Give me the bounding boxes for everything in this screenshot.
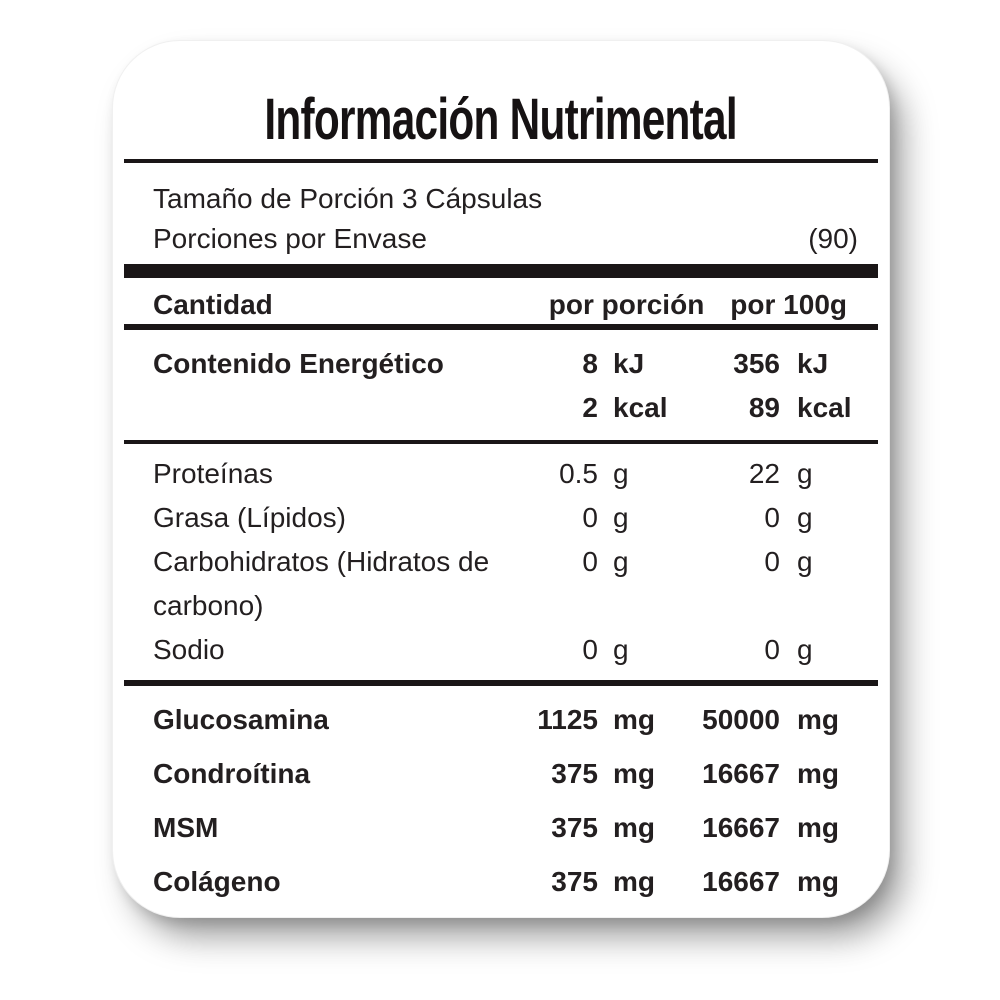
column-header-row: Cantidad por porción por 100g	[124, 286, 878, 324]
per-serving-value: 375	[551, 758, 598, 789]
table-row-carbohydrates: Carbohidratos (Hidratos de carbono) 0 g …	[153, 540, 858, 628]
per-100g-value: 0	[764, 546, 780, 577]
serving-size-text: Tamaño de Porción 3 Cápsulas	[153, 183, 543, 214]
nutrient-name: Colágeno	[153, 866, 281, 897]
table-row-sodium: Sodio 0 g 0 g	[153, 628, 858, 672]
per-serving-unit: mg	[613, 866, 655, 897]
table-row-energy-kcal: 2 kcal 89 kcal	[153, 386, 858, 430]
per-100g-unit: mg	[797, 812, 839, 843]
per-100g-value: 89	[748, 392, 780, 423]
per-100g-unit: mg	[797, 758, 839, 789]
table-row-fat: Grasa (Lípidos) 0 g 0 g	[153, 496, 858, 540]
per-serving-unit: kcal	[613, 392, 668, 423]
per-100g-unit: kJ	[797, 348, 829, 379]
nutrition-label-card: Información Nutrimental Tamaño de Porció…	[112, 40, 890, 918]
table-row-glucosamine: Glucosamina 1125 mg 50000 mg	[153, 700, 858, 740]
per-serving-value: 0	[582, 546, 598, 577]
per-100g-value: 0	[764, 634, 780, 665]
per-100g-unit: mg	[797, 704, 839, 735]
servings-per-container-value: (90)	[808, 223, 858, 254]
per-100g-unit: g	[797, 634, 813, 665]
per-serving-unit: mg	[613, 758, 655, 789]
per-100g-value: 0	[764, 502, 780, 533]
column-header-per-100g: por 100g	[730, 289, 847, 320]
per-serving-value: 8	[582, 348, 598, 379]
table-row-collagen: Colágeno 375 mg 16667 mg	[153, 862, 858, 902]
nutrient-name: Contenido Energético	[153, 348, 444, 379]
per-100g-unit: g	[797, 458, 813, 489]
label-title-text: Información Nutrimental	[264, 87, 738, 152]
divider-under-nutrients	[124, 680, 878, 686]
nutrient-name: Proteínas	[153, 458, 273, 489]
serving-size-row: Tamaño de Porción 3 Cápsulas	[153, 179, 858, 219]
serving-info-section: Tamaño de Porción 3 Cápsulas Porciones p…	[124, 179, 878, 259]
nutrient-name: Carbohidratos (Hidratos de carbono)	[153, 546, 490, 621]
nutrient-name: Sodio	[153, 634, 225, 665]
label-title: Información Nutrimental	[124, 89, 878, 151]
table-row-msm: MSM 375 mg 16667 mg	[153, 808, 858, 848]
per-serving-unit: mg	[613, 812, 655, 843]
energy-section: Contenido Energético 8 kJ 356 kJ 2 kcal …	[124, 342, 878, 430]
per-100g-unit: mg	[797, 866, 839, 897]
per-serving-unit: g	[613, 502, 629, 533]
per-serving-value: 1125	[537, 704, 598, 735]
thick-divider-bar	[124, 264, 878, 278]
nutrient-name: MSM	[153, 812, 219, 843]
divider-under-header	[124, 324, 878, 330]
per-serving-unit: g	[613, 546, 629, 577]
servings-per-container-label: Porciones por Envase	[153, 223, 427, 254]
nutrients-section: Proteínas 0.5 g 22 g Grasa (Lípidos) 0 g…	[124, 452, 878, 672]
per-100g-unit: g	[797, 546, 813, 577]
column-header-amount: Cantidad	[153, 289, 273, 320]
divider-under-title	[124, 159, 878, 163]
per-100g-value: 16667	[702, 866, 780, 897]
per-serving-unit: g	[613, 458, 629, 489]
per-serving-value: 0	[582, 634, 598, 665]
table-row-energy-kj: Contenido Energético 8 kJ 356 kJ	[153, 342, 858, 386]
table-row-proteins: Proteínas 0.5 g 22 g	[153, 452, 858, 496]
per-100g-unit: kcal	[797, 392, 852, 423]
divider-under-energy	[124, 440, 878, 444]
per-100g-value: 16667	[702, 812, 780, 843]
table-row-chondroitin: Condroítina 375 mg 16667 mg	[153, 754, 858, 794]
per-serving-value: 375	[551, 866, 598, 897]
servings-per-container-row: Porciones por Envase (90)	[153, 219, 858, 259]
per-serving-value: 0	[582, 502, 598, 533]
per-100g-value: 356	[733, 348, 780, 379]
supplements-section: Glucosamina 1125 mg 50000 mg Condroítina…	[124, 700, 878, 926]
per-100g-value: 50000	[702, 704, 780, 735]
per-100g-unit: g	[797, 502, 813, 533]
per-serving-value: 2	[582, 392, 598, 423]
per-100g-value: 16667	[702, 758, 780, 789]
per-serving-unit: kJ	[613, 348, 645, 379]
nutrient-name: Glucosamina	[153, 704, 329, 735]
nutrient-name: Grasa (Lípidos)	[153, 502, 346, 533]
nutrient-name: Condroítina	[153, 758, 311, 789]
column-header-per-serving: por porción	[548, 289, 705, 320]
per-serving-unit: mg	[613, 704, 655, 735]
per-serving-value: 0.5	[559, 458, 598, 489]
per-serving-unit: g	[613, 634, 629, 665]
per-serving-value: 375	[551, 812, 598, 843]
per-100g-value: 22	[748, 458, 780, 489]
